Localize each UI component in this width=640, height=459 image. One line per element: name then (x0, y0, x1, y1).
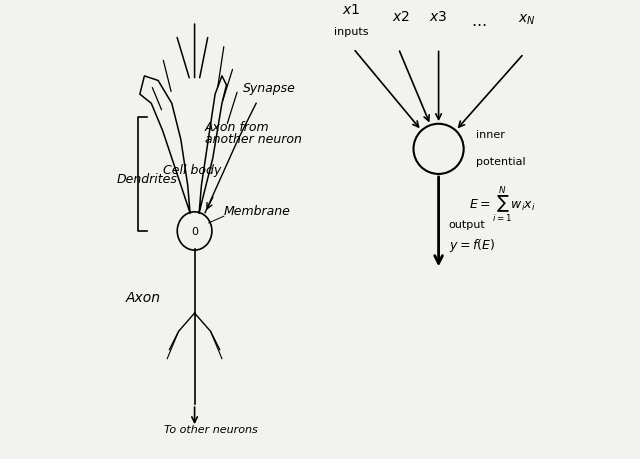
Text: $y=f(E)$: $y=f(E)$ (449, 236, 495, 253)
Text: Axon: Axon (126, 291, 161, 304)
Text: $x_N$: $x_N$ (518, 12, 535, 27)
Text: Cell body: Cell body (163, 163, 221, 177)
Text: Synapse: Synapse (243, 82, 295, 95)
Text: another neuron: another neuron (205, 133, 302, 146)
Text: To other neurons: To other neurons (164, 425, 258, 434)
Text: $x2$: $x2$ (392, 11, 410, 24)
Text: output: output (449, 220, 485, 230)
Text: $x3$: $x3$ (429, 11, 448, 24)
Text: Dendrites: Dendrites (117, 173, 178, 185)
Text: $\ldots$: $\ldots$ (471, 14, 486, 29)
Text: potential: potential (476, 157, 526, 167)
Text: inner: inner (476, 129, 505, 140)
Text: $E=\sum_{i=1}^{N}w_i x_i$: $E=\sum_{i=1}^{N}w_i x_i$ (468, 185, 536, 225)
Text: Membrane: Membrane (223, 204, 290, 218)
Text: $x1$: $x1$ (342, 3, 360, 17)
Text: 0: 0 (191, 226, 198, 236)
Text: inputs: inputs (333, 27, 368, 37)
Text: Axon from: Axon from (205, 120, 269, 133)
